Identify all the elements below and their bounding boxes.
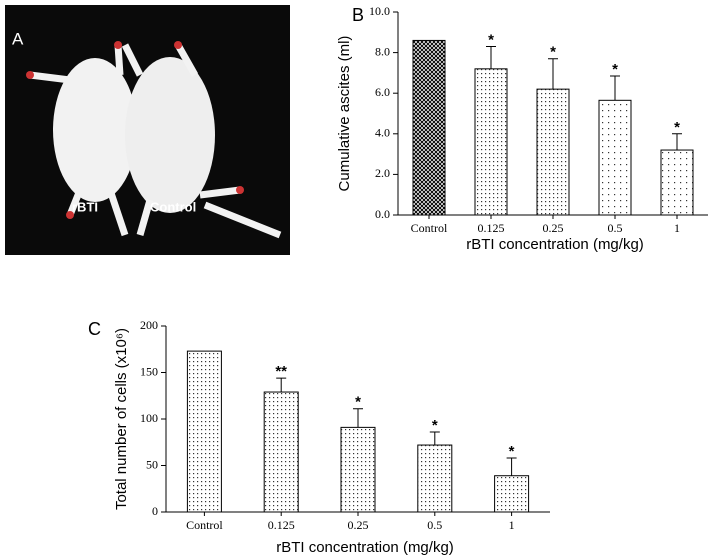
error-bar: [672, 133, 682, 151]
photo-caption: rBTI: [72, 199, 98, 214]
bar: [186, 350, 222, 513]
x-axis-label: rBTI concentration (mg/kg): [276, 539, 454, 556]
y-tick-label: 10.0: [369, 4, 390, 18]
bar: [263, 391, 299, 513]
panel-label: A: [12, 29, 24, 48]
significance-mark: *: [488, 31, 494, 48]
significance-mark: **: [275, 363, 287, 380]
y-tick-label: 150: [140, 364, 158, 378]
error-bar: [610, 75, 620, 101]
bar: [536, 88, 570, 216]
y-tick-label: 100: [140, 411, 158, 425]
y-tick-label: 0: [152, 504, 158, 518]
bar: [474, 68, 508, 216]
significance-mark: *: [550, 44, 556, 61]
y-tick-label: 4.0: [375, 126, 390, 140]
x-axis-label: rBTI concentration (mg/kg): [466, 236, 644, 253]
x-tick-label: 0.25: [348, 518, 369, 532]
y-axis-label: Total number of cells (x10⁶): [113, 328, 130, 510]
significance-mark: *: [674, 119, 680, 136]
x-tick-label: 1: [674, 221, 680, 235]
x-tick-label: 0.125: [478, 221, 505, 235]
x-tick-label: 0.5: [427, 518, 442, 532]
x-tick-label: Control: [186, 518, 223, 532]
y-tick-label: 2.0: [375, 166, 390, 180]
panel-label: B: [352, 5, 364, 25]
error-bar: [429, 431, 440, 446]
bar: [340, 426, 376, 513]
bar: [494, 475, 530, 513]
x-tick-label: 0.5: [608, 221, 623, 235]
error-bar: [506, 457, 517, 476]
y-tick-label: 8.0: [375, 44, 390, 58]
error-bar: [353, 408, 363, 428]
significance-mark: *: [612, 61, 618, 78]
y-tick-label: 200: [140, 318, 158, 332]
error-bar: [548, 58, 558, 90]
x-tick-label: 0.25: [543, 221, 564, 235]
y-tick-label: 6.0: [375, 85, 390, 99]
error-bar: [486, 46, 496, 69]
y-tick-label: 50: [146, 457, 158, 471]
bar: [598, 99, 632, 216]
significance-mark: *: [509, 443, 515, 460]
x-tick-label: 1: [509, 518, 515, 532]
significance-mark: *: [355, 394, 361, 411]
panel-label: C: [88, 319, 101, 339]
bar: [417, 444, 453, 513]
photo-caption: Control: [150, 199, 196, 214]
significance-mark: *: [432, 417, 438, 434]
error-bar: [276, 377, 287, 393]
bar: [412, 39, 446, 216]
x-tick-label: 0.125: [268, 518, 295, 532]
y-axis-label: Cumulative ascites (ml): [336, 36, 353, 192]
x-tick-label: Control: [411, 221, 448, 235]
y-tick-label: 0.0: [375, 207, 390, 221]
bar: [660, 149, 694, 216]
photo: A rBTI Control: [5, 5, 290, 255]
